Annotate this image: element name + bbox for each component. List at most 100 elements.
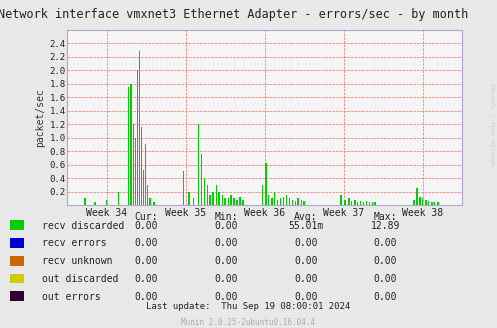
Bar [236,200,238,205]
Bar [141,127,142,205]
Bar [139,51,140,205]
Bar [292,200,293,205]
Bar [137,70,138,205]
Bar [234,198,235,205]
Bar [360,201,361,205]
Bar [153,202,155,205]
Text: 0.00: 0.00 [373,238,397,248]
Text: Last update:  Thu Sep 19 08:00:01 2024: Last update: Thu Sep 19 08:00:01 2024 [147,302,350,311]
Bar [224,198,226,205]
Text: 0.00: 0.00 [214,238,238,248]
Text: 0.00: 0.00 [135,221,159,231]
Bar [283,197,284,205]
Bar [437,202,438,205]
Text: 0.00: 0.00 [373,292,397,301]
Bar [118,192,119,205]
Text: Cur:: Cur: [135,212,159,221]
Bar [297,198,299,205]
Text: out errors: out errors [42,292,101,301]
Text: Network interface vmxnet3 Ethernet Adapter - errors/sec - by month: Network interface vmxnet3 Ethernet Adapt… [0,8,469,21]
Bar [84,198,85,205]
Bar [431,202,432,205]
Bar [130,84,132,205]
Text: 0.00: 0.00 [294,238,318,248]
Bar [198,124,199,205]
Text: 0.00: 0.00 [214,221,238,231]
Text: Avg:: Avg: [294,212,318,221]
Bar [209,195,211,205]
Text: 0.00: 0.00 [214,256,238,266]
Bar [372,202,373,205]
Text: out discarded: out discarded [42,274,119,284]
Bar [274,192,275,205]
Bar [106,200,107,205]
Text: 0.00: 0.00 [294,274,318,284]
Bar [363,202,364,205]
Text: 0.00: 0.00 [294,256,318,266]
Text: Min:: Min: [214,212,238,221]
Bar [351,201,352,205]
Bar [357,202,358,205]
Bar [277,200,278,205]
Bar [265,163,266,205]
Text: 0.00: 0.00 [135,238,159,248]
Text: 0.00: 0.00 [135,256,159,266]
Bar [422,198,423,205]
Bar [193,198,194,205]
Bar [242,200,244,205]
Text: 55.01m: 55.01m [288,221,323,231]
Bar [240,197,241,205]
Bar [416,188,418,205]
Bar [375,202,376,205]
Bar [344,200,345,205]
Bar [183,171,184,205]
Bar [228,198,229,205]
Bar [348,198,349,205]
Bar [135,137,136,205]
Text: 0.00: 0.00 [373,256,397,266]
Bar [295,201,296,205]
Bar [434,202,435,205]
Bar [145,144,146,205]
Bar [201,154,202,205]
Text: 0.00: 0.00 [135,274,159,284]
Bar [271,198,272,205]
Bar [207,185,208,205]
Bar [366,201,367,205]
Text: RRDTOOL / TOBI OETIKER: RRDTOOL / TOBI OETIKER [490,83,495,166]
Text: recv errors: recv errors [42,238,107,248]
Bar [133,124,134,205]
Bar [286,195,287,205]
Bar [216,185,217,205]
Bar [94,202,95,205]
Bar [354,200,355,205]
Bar [369,202,370,205]
Bar [188,192,189,205]
Bar [149,198,151,205]
Text: Max:: Max: [373,212,397,221]
Text: 0.00: 0.00 [214,274,238,284]
Text: 0.00: 0.00 [135,292,159,301]
Bar [419,197,421,205]
Bar [262,185,263,205]
Bar [413,200,415,205]
Text: recv discarded: recv discarded [42,221,124,231]
Bar [301,200,302,205]
Bar [428,201,429,205]
Bar [280,198,281,205]
Bar [128,87,129,205]
Text: recv unknown: recv unknown [42,256,113,266]
Bar [143,170,144,205]
Text: 0.00: 0.00 [373,274,397,284]
Y-axis label: packet/sec: packet/sec [35,88,45,147]
Bar [230,195,232,205]
Text: 0.00: 0.00 [214,292,238,301]
Text: Munin 2.0.25-2ubuntu0.16.04.4: Munin 2.0.25-2ubuntu0.16.04.4 [181,318,316,327]
Bar [303,201,305,205]
Bar [213,192,214,205]
Bar [289,198,290,205]
Bar [425,200,426,205]
Bar [268,195,269,205]
Bar [340,195,342,205]
Bar [222,195,223,205]
